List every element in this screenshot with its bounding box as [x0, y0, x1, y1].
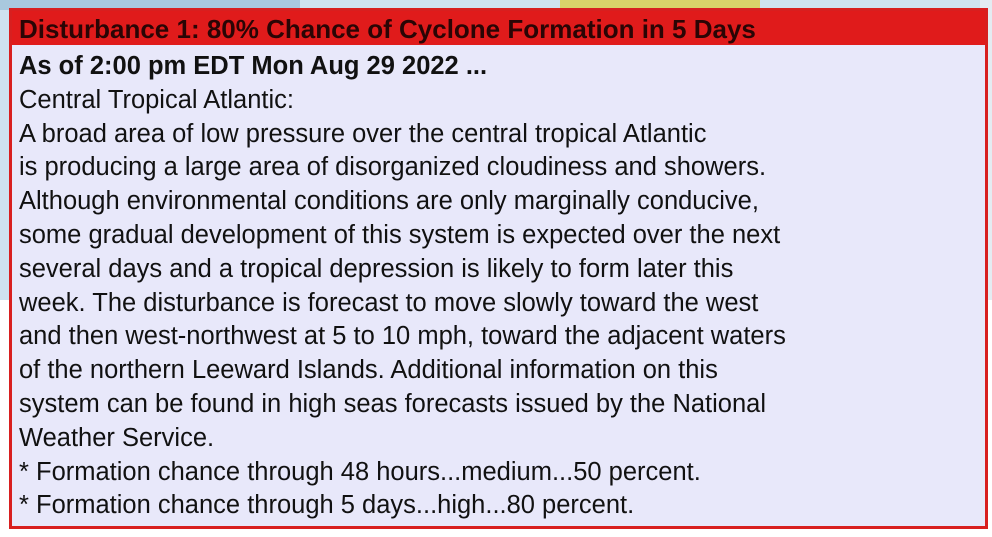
- body-line: week. The disturbance is forecast to mov…: [19, 288, 759, 317]
- body-line: * Formation chance through 5 days...high…: [19, 491, 635, 520]
- body-line: some gradual development of this system …: [19, 220, 781, 249]
- body-line: * Formation chance through 48 hours...me…: [19, 457, 701, 486]
- popup[interactable]: Disturbance 1: 80% Chance of Cyclone For…: [9, 8, 988, 529]
- body-line: several days and a tropical depression i…: [19, 254, 734, 283]
- body-line: and then west-northwest at 5 to 10 mph, …: [19, 322, 786, 351]
- body-line: of the northern Leeward Islands. Additio…: [19, 356, 718, 385]
- body-line: system can be found in high seas forecas…: [19, 389, 767, 418]
- map-water-dark: [0, 0, 300, 10]
- body-line: is producing a large area of disorganize…: [19, 153, 767, 182]
- popup-body: As of 2:00 pm EDT Mon Aug 29 2022 ... Cen…: [12, 45, 985, 523]
- body-line: A broad area of low pressure over the ce…: [19, 119, 707, 148]
- body-line: Central Tropical Atlantic:: [19, 85, 294, 114]
- body-line: Although environmental conditions are on…: [19, 187, 759, 216]
- popup-title: Disturbance 1: 80% Chance of Cyclone For…: [12, 11, 985, 45]
- body-line: Weather Service.: [19, 423, 215, 452]
- timestamp: As of 2:00 pm EDT Mon Aug 29 2022 ...: [19, 52, 488, 80]
- map-hatched-area: [560, 0, 760, 10]
